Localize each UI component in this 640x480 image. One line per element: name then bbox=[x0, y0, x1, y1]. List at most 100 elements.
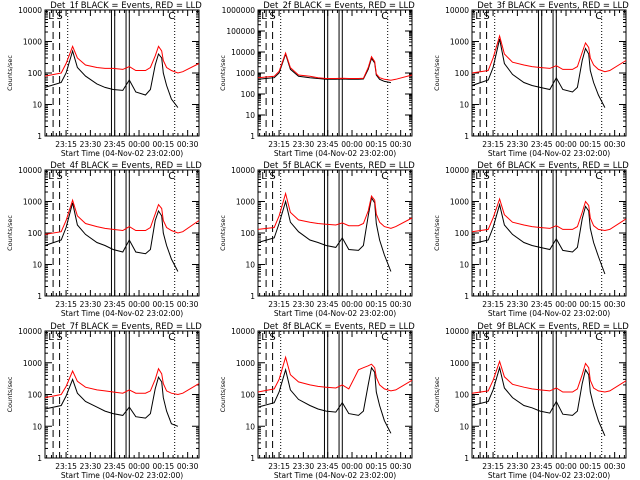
x-tick-label: 23:30 bbox=[293, 140, 315, 149]
y-tick-label: 100 bbox=[28, 229, 43, 238]
panel-6: Det_6f BLACK = Events, RED = LLD 1 10 100 10… bbox=[433, 161, 629, 318]
x-tick-label: 23:45 bbox=[317, 300, 339, 309]
x-tick-label: 00:15 bbox=[366, 140, 388, 149]
x-tick-label: 00:15 bbox=[366, 300, 388, 309]
x-tick-label: 00:00 bbox=[341, 300, 363, 309]
y-tick-label: 1 bbox=[250, 454, 255, 463]
series-lld-line bbox=[257, 191, 413, 230]
x-tick-label: 00:30 bbox=[390, 140, 412, 149]
x-tick-label: 00:30 bbox=[604, 462, 626, 471]
x-tick-label: 23:45 bbox=[317, 140, 339, 149]
series-lld-line bbox=[44, 367, 200, 399]
series-events-line bbox=[257, 196, 392, 272]
y-tick-label: 100 bbox=[455, 69, 470, 78]
marker-letter: L bbox=[475, 332, 481, 343]
panel-title: Det_2f BLACK = Events, RED = LLD bbox=[263, 1, 415, 11]
marker-letter: S bbox=[56, 11, 62, 22]
x-tick-label: 23:45 bbox=[317, 462, 339, 471]
x-tick-label: 23:15 bbox=[482, 140, 504, 149]
marker-letter: S bbox=[269, 332, 275, 343]
y-axis-title: Counts/sec bbox=[6, 55, 14, 91]
marker-letter: S bbox=[56, 332, 62, 343]
x-tick-label: 23:15 bbox=[55, 140, 77, 149]
x-tick-label: 23:30 bbox=[507, 140, 529, 149]
marker-letter: S bbox=[483, 171, 489, 182]
series-events-line bbox=[471, 365, 606, 436]
marker-letter: L bbox=[261, 171, 267, 182]
panel-title: Det_6f BLACK = Events, RED = LLD bbox=[477, 161, 629, 171]
panel-5: Det_5f BLACK = Events, RED = LLD 1 10 100 10… bbox=[219, 161, 415, 318]
y-tick-label: 10 bbox=[459, 422, 469, 431]
x-tick-label: 23:45 bbox=[104, 140, 126, 149]
marker-letter: L bbox=[48, 11, 54, 22]
marker-letter: L bbox=[48, 171, 54, 182]
y-tick-label: 1000 bbox=[23, 38, 42, 47]
marker-letter: S bbox=[269, 11, 275, 22]
y-tick-label: 100 bbox=[455, 229, 470, 238]
marker-letter: L bbox=[475, 171, 481, 182]
y-tick-label: 10000 bbox=[231, 327, 255, 336]
marker-letter: L bbox=[261, 332, 267, 343]
y-tick-label: 10 bbox=[245, 261, 255, 270]
marker-letter: C bbox=[381, 332, 388, 343]
panel-3: Det_3f BLACK = Events, RED = LLD 1 10 100 10… bbox=[433, 1, 629, 158]
marker-letter: C bbox=[168, 171, 175, 182]
y-tick-label: 10 bbox=[32, 101, 42, 110]
marker-letter: C bbox=[381, 171, 388, 182]
x-tick-label: 00:15 bbox=[366, 462, 388, 471]
x-tick-label: 23:30 bbox=[80, 300, 102, 309]
y-axis-title: Counts/sec bbox=[6, 376, 14, 412]
x-tick-label: 00:00 bbox=[555, 140, 577, 149]
series-lld-line bbox=[471, 197, 627, 233]
panel-title: Det_4f BLACK = Events, RED = LLD bbox=[50, 161, 202, 171]
y-tick-label: 1000 bbox=[236, 198, 255, 207]
x-tick-label: 00:30 bbox=[177, 140, 199, 149]
panel-8: Det_8f BLACK = Events, RED = LLD 1 10 100 10… bbox=[219, 322, 415, 480]
series-lld-line bbox=[471, 359, 627, 394]
x-axis-title: Start Time (04-Nov-02 23:02:00) bbox=[488, 471, 610, 480]
x-tick-label: 00:30 bbox=[177, 462, 199, 471]
y-tick-label: 10 bbox=[459, 101, 469, 110]
y-tick-label: 1 bbox=[464, 454, 469, 463]
y-tick-label: 10000 bbox=[445, 166, 469, 175]
y-tick-label: 10 bbox=[245, 111, 255, 120]
y-tick-label: 1000 bbox=[236, 69, 255, 78]
y-axis-title: Counts/sec bbox=[219, 215, 227, 251]
y-tick-label: 1000 bbox=[23, 359, 42, 368]
y-tick-label: 1000 bbox=[450, 38, 469, 47]
x-tick-label: 00:15 bbox=[580, 300, 602, 309]
marker-letter: S bbox=[269, 171, 275, 182]
x-tick-label: 23:30 bbox=[507, 300, 529, 309]
x-axis-title: Start Time (04-Nov-02 23:02:00) bbox=[61, 149, 183, 158]
x-tick-label: 23:45 bbox=[531, 300, 553, 309]
panel-title: Det_9f BLACK = Events, RED = LLD bbox=[477, 322, 629, 332]
y-tick-label: 1 bbox=[37, 292, 42, 301]
panel-2: Det_2f BLACK = Events, RED = LLD 1 10 100 10… bbox=[219, 1, 415, 158]
x-tick-label: 23:45 bbox=[104, 462, 126, 471]
y-tick-label: 1 bbox=[464, 292, 469, 301]
y-tick-label: 10000 bbox=[445, 327, 469, 336]
marker-letter: L bbox=[261, 11, 267, 22]
x-tick-label: 23:30 bbox=[293, 462, 315, 471]
y-tick-label: 10000 bbox=[445, 6, 469, 15]
y-tick-label: 1 bbox=[250, 132, 255, 141]
series-events-line bbox=[44, 49, 179, 108]
x-tick-label: 23:30 bbox=[80, 140, 102, 149]
x-tick-label: 23:15 bbox=[482, 462, 504, 471]
x-tick-label: 00:00 bbox=[555, 300, 577, 309]
x-axis-title: Start Time (04-Nov-02 23:02:00) bbox=[488, 309, 610, 318]
y-axis-title: Counts/sec bbox=[219, 376, 227, 412]
series-events-line bbox=[44, 376, 179, 427]
marker-letter: C bbox=[168, 11, 175, 22]
marker-letter: C bbox=[595, 332, 602, 343]
series-events-line bbox=[257, 366, 392, 434]
y-tick-label: 100 bbox=[241, 90, 256, 99]
marker-letter: C bbox=[168, 332, 175, 343]
series-lld-line bbox=[471, 34, 627, 74]
y-tick-label: 1000 bbox=[450, 359, 469, 368]
marker-letter: S bbox=[483, 332, 489, 343]
marker-letter: C bbox=[595, 171, 602, 182]
x-tick-label: 23:15 bbox=[55, 462, 77, 471]
y-tick-label: 10 bbox=[32, 422, 42, 431]
series-lld-line bbox=[44, 198, 200, 235]
